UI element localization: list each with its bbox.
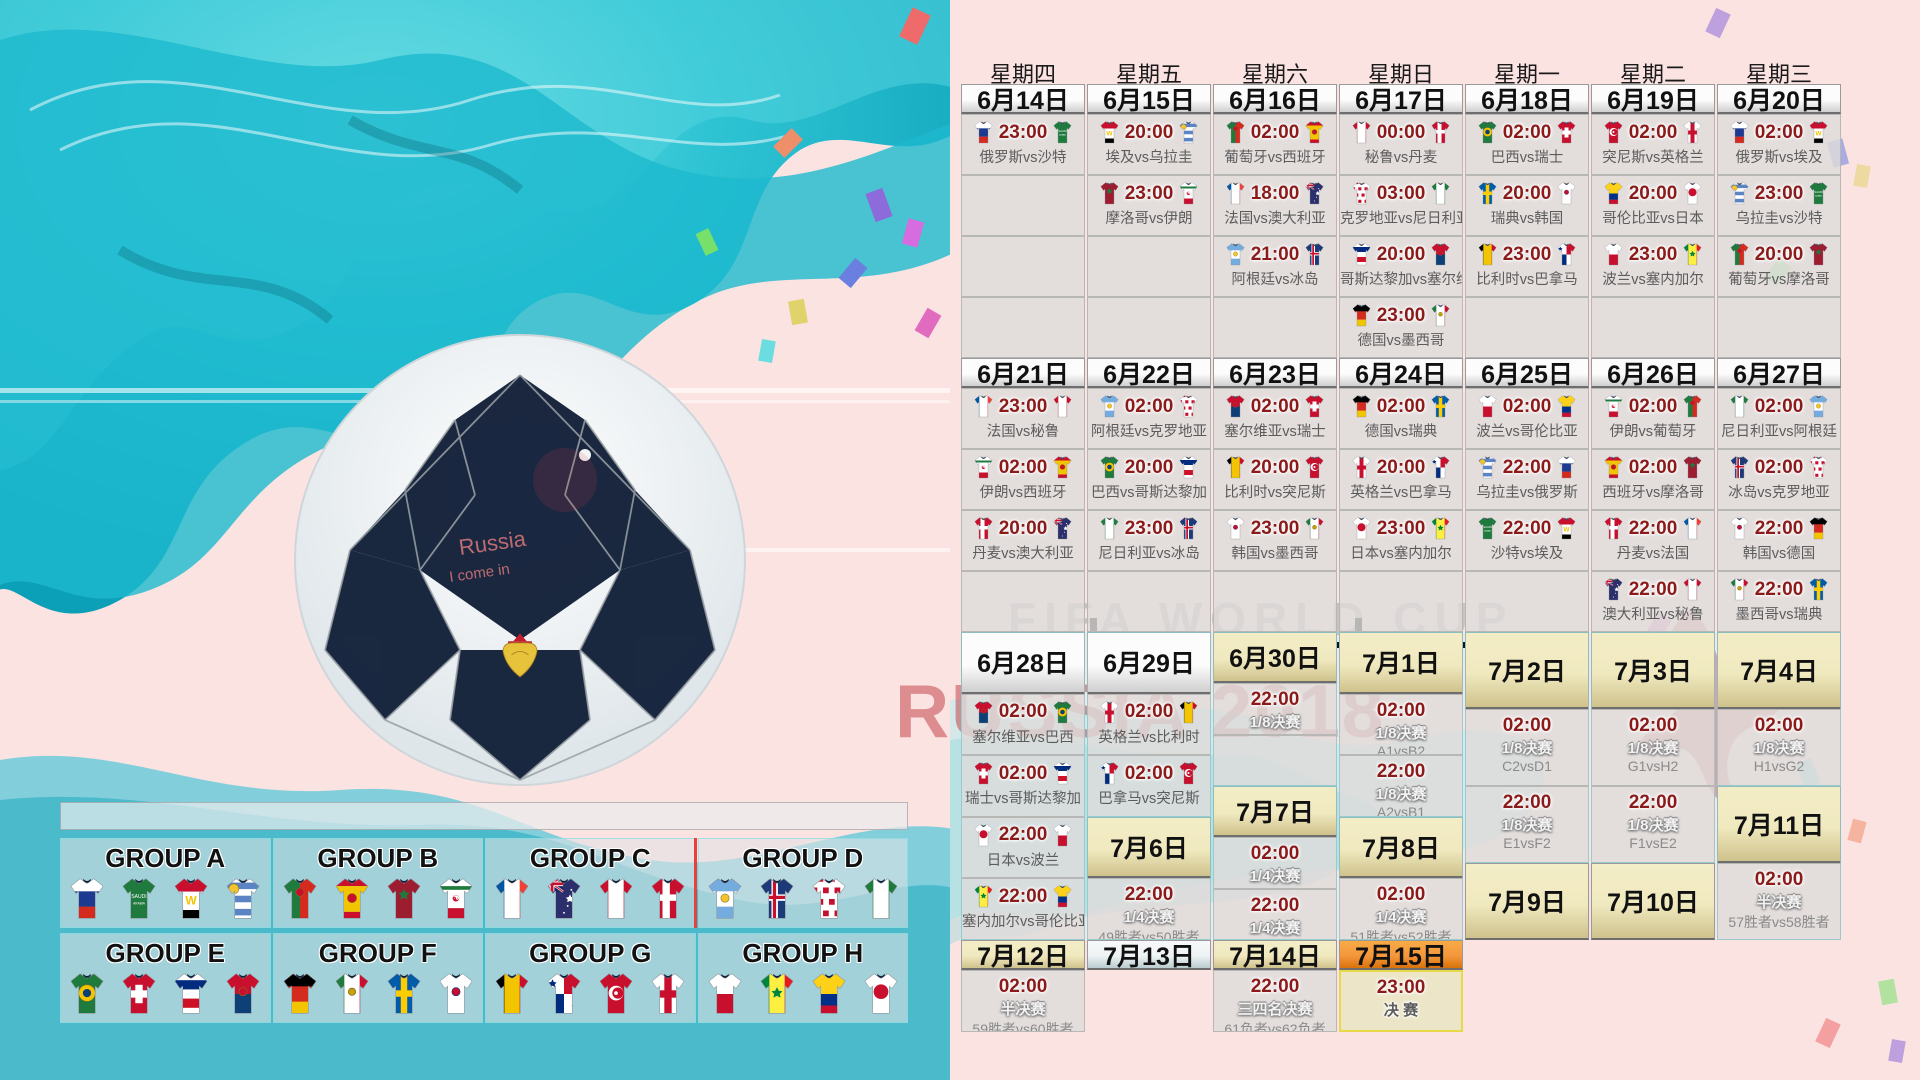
svg-text:W: W <box>1106 131 1113 138</box>
svg-text:W: W <box>1816 131 1823 138</box>
svg-text:☯: ☯ <box>1611 404 1616 410</box>
svg-text:W: W <box>1564 527 1571 534</box>
svg-text:☯: ☯ <box>1187 191 1192 197</box>
svg-text:ARABIA: ARABIA <box>133 902 146 906</box>
svg-text:☯: ☯ <box>452 893 460 903</box>
svg-text:W: W <box>186 894 198 908</box>
svg-text:☯: ☯ <box>981 465 986 471</box>
svg-text:SAUDI: SAUDI <box>132 894 147 900</box>
